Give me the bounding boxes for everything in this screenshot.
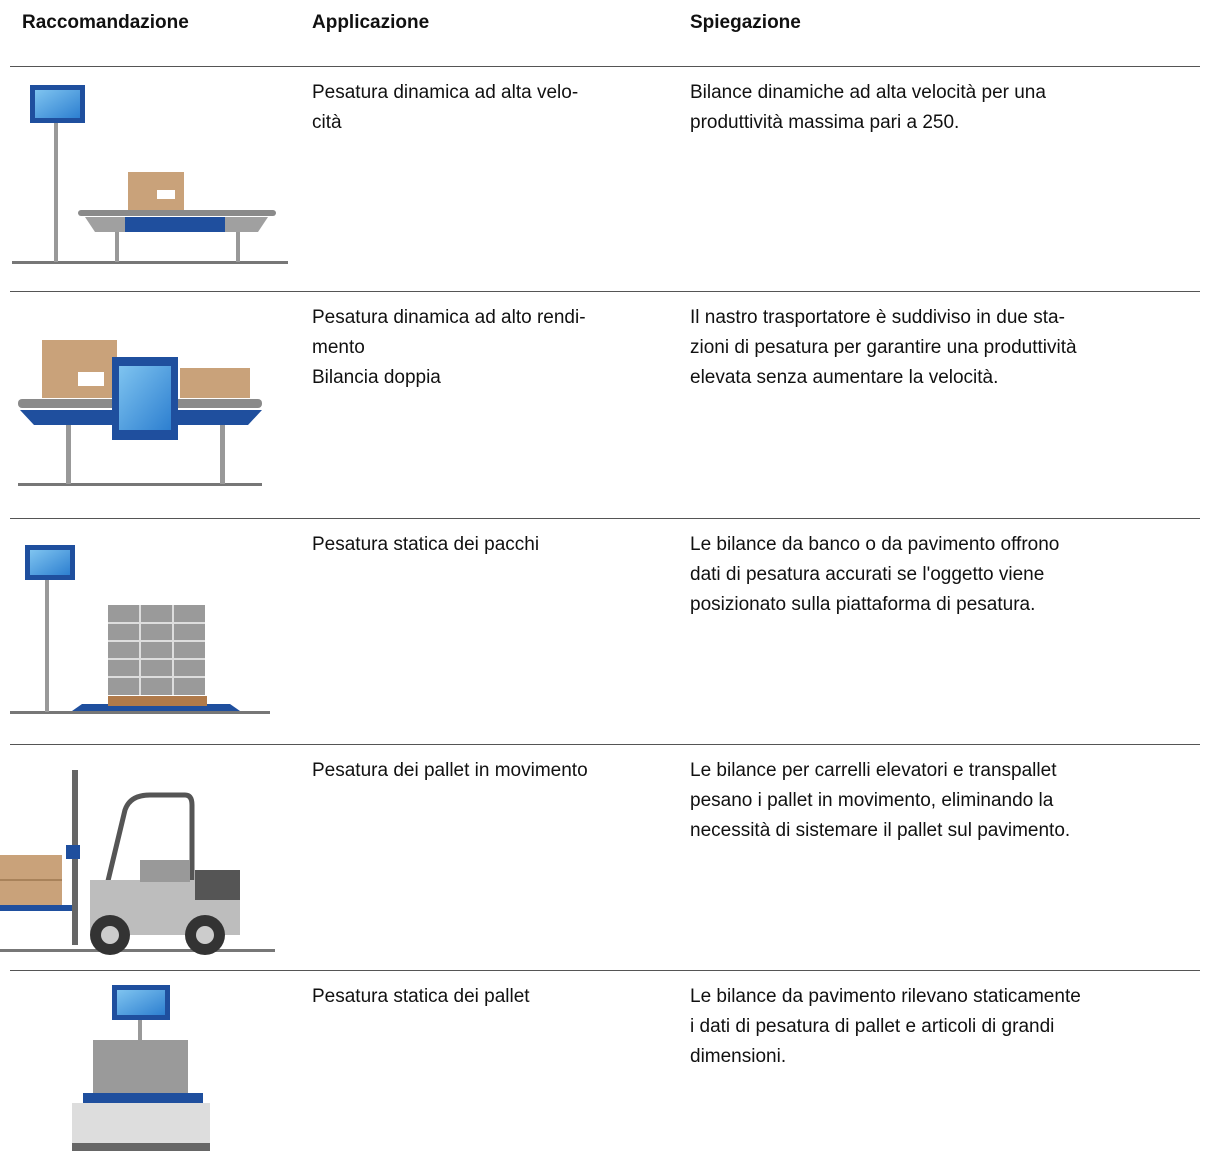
explanation-text: necessità di sistemare il pallet sul pav…	[690, 820, 1071, 841]
row-divider	[10, 970, 1200, 971]
column-header: Raccomandazione	[22, 12, 189, 33]
explanation-text: Bilance dinamiche ad alta velocità per u…	[690, 82, 1046, 103]
explanation-text: zioni di pesatura per garantire una prod…	[690, 337, 1077, 358]
column-header: Spiegazione	[690, 12, 801, 33]
application-text: Pesatura statica dei pacchi	[312, 534, 540, 555]
application-text: Pesatura dei pallet in movimento	[312, 760, 588, 781]
explanation-text: Le bilance per carrelli elevatori e tran…	[690, 760, 1057, 781]
application-text: Pesatura dinamica ad alto rendi-	[312, 307, 586, 328]
row-divider	[10, 291, 1200, 292]
pallet-scale-icon	[72, 985, 210, 1151]
explanation-text: Le bilance da banco o da pavimento offro…	[690, 534, 1060, 555]
explanation-text: dimensioni.	[690, 1046, 787, 1067]
column-header: Applicazione	[312, 12, 430, 33]
row-divider	[10, 518, 1200, 519]
application-text: Bilancia doppia	[312, 367, 441, 388]
application-text: cità	[312, 112, 342, 133]
explanation-text: elevata senza aumentare la velocità.	[690, 367, 999, 388]
explanation-text: produttività massima pari a 250.	[690, 112, 960, 133]
explanation-text: dati di pesatura accurati se l'oggetto v…	[690, 564, 1045, 585]
explanation-text: pesano i pallet in movimento, eliminando…	[690, 790, 1054, 811]
explanation-text: posizionato sulla piattaforma di pesatur…	[690, 594, 1036, 615]
explanation-text: i dati di pesatura di pallet e articoli …	[690, 1016, 1055, 1037]
row-divider	[10, 744, 1200, 745]
application-text: Pesatura dinamica ad alta velo-	[312, 82, 579, 103]
forklift-icon	[0, 770, 275, 955]
conveyor-scale-icon	[12, 85, 288, 264]
explanation-text: Il nastro trasportatore è suddiviso in d…	[690, 307, 1065, 328]
dual-scale-icon	[18, 340, 262, 486]
application-text: mento	[312, 337, 365, 358]
parcel-scale-icon	[10, 545, 270, 714]
application-text: Pesatura statica dei pallet	[312, 986, 530, 1007]
explanation-text: Le bilance da pavimento rilevano statica…	[690, 986, 1081, 1007]
row-divider	[10, 66, 1200, 67]
